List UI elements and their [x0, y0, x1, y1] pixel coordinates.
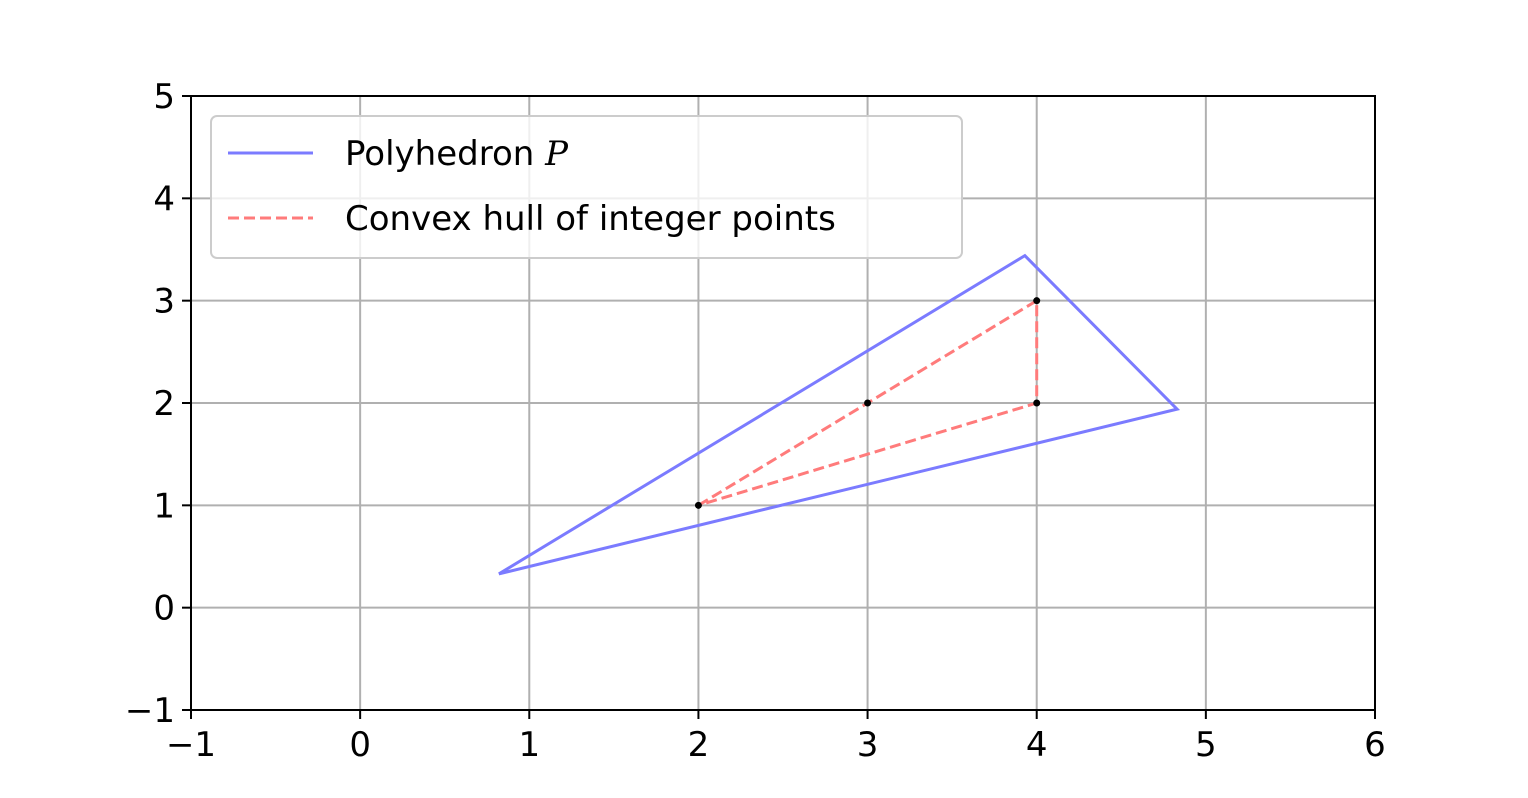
- x-tick-label: 2: [688, 725, 710, 765]
- legend-box: [210, 115, 963, 259]
- y-tick-label: 2: [153, 384, 175, 424]
- legend-label-polyhedron-text: Polyhedron: [345, 134, 534, 174]
- legend: Polyhedron P Convex hull of integer poin…: [210, 115, 963, 259]
- y-tick-label: 3: [153, 282, 175, 322]
- integer-point-marker: [864, 399, 872, 407]
- y-tick-label: 1: [153, 486, 175, 526]
- x-tick-label: 0: [349, 725, 371, 765]
- legend-label-convex-hull: Convex hull of integer points: [345, 199, 836, 239]
- y-tick-label: 0: [153, 589, 175, 629]
- polyhedron-line: [498, 253, 1181, 576]
- x-tick-label: 3: [857, 725, 879, 765]
- x-tick-label: −1: [166, 725, 216, 765]
- y-tick-label: 4: [153, 179, 175, 219]
- x-tick-label: 4: [1026, 725, 1048, 765]
- integer-point-marker: [694, 501, 702, 509]
- legend-label-polyhedron: Polyhedron P: [345, 134, 569, 174]
- y-tick-label: −1: [125, 691, 175, 731]
- integer-point-marker: [1033, 297, 1041, 305]
- plot-series: [498, 253, 1181, 576]
- x-tick-label: 6: [1364, 725, 1386, 765]
- y-tick-label: 5: [153, 77, 175, 117]
- convex-hull-line: [697, 298, 1039, 507]
- legend-label-polyhedron-math: P: [544, 134, 569, 174]
- axis-ticks: −1 0 1 2 3 4 5 6 −1 0 1 2 3 4 5: [125, 77, 1386, 765]
- x-tick-label: 1: [518, 725, 540, 765]
- integer-point-marker: [1033, 399, 1041, 407]
- x-tick-label: 5: [1195, 725, 1217, 765]
